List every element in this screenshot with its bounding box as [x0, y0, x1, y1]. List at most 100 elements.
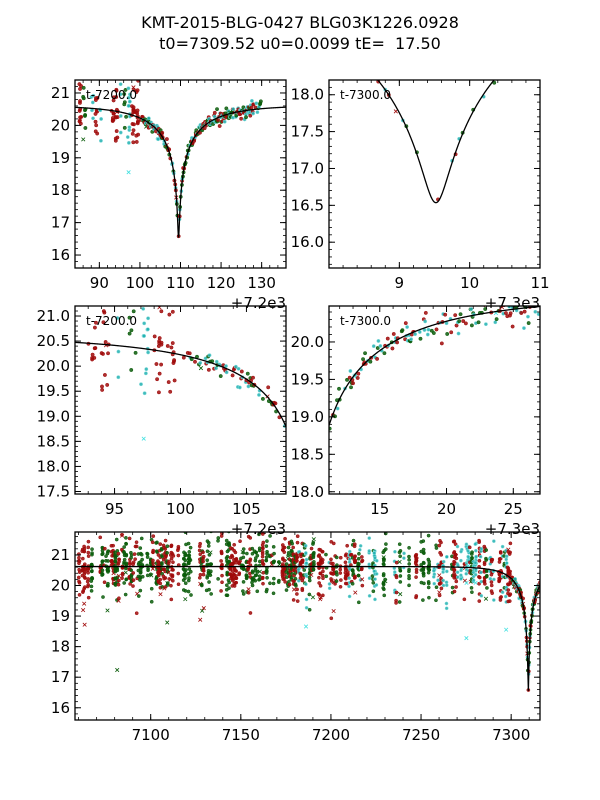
data-point-kmtc: [507, 552, 512, 556]
data-point-kmta: [115, 316, 120, 320]
y-tick-label: 17: [51, 668, 70, 686]
data-point-kmts: [129, 550, 133, 555]
rejected-point: [158, 592, 163, 597]
data-point-kmta: [479, 593, 484, 598]
data-point-kmtc: [220, 573, 224, 578]
data-point-kmtc: [234, 576, 238, 580]
data-point-kmts: [145, 555, 150, 559]
data-point-kmtc: [111, 98, 116, 103]
data-point-kmtc: [172, 378, 177, 383]
data-point-kmtc: [273, 401, 278, 406]
data-point-kmtc: [291, 598, 296, 602]
data-point-kmts: [271, 591, 276, 596]
data-point-kmts: [382, 593, 387, 598]
data-point-kmts: [426, 567, 431, 572]
data-point-kmtc: [102, 580, 107, 585]
data-point-kmts: [101, 595, 105, 599]
data-point-kmta: [327, 586, 332, 591]
data-point-kmts: [271, 544, 276, 549]
data-point-kmts: [215, 107, 219, 112]
data-point-kmtc: [331, 541, 336, 546]
rejected-point: [123, 570, 128, 575]
data-point-kmtc: [454, 323, 459, 328]
data-point-kmta: [500, 544, 505, 549]
data-point-kmta: [456, 331, 461, 336]
data-point-kmta: [304, 561, 309, 565]
data-point-kmta: [142, 391, 147, 396]
data-point-kmtc: [170, 309, 175, 314]
data-point-kmtc: [233, 550, 238, 555]
rejected-point: [82, 601, 87, 606]
data-point-kmta: [203, 356, 208, 361]
y-tick-label: 16: [51, 246, 70, 264]
data-point-kmtc: [403, 321, 408, 326]
data-point-kmta: [348, 369, 353, 373]
data-point-kmtc: [300, 588, 305, 593]
data-point-kmtc: [170, 552, 175, 556]
data-point-kmtc: [77, 581, 82, 585]
data-point-kmts: [400, 328, 405, 333]
data-point-kmts: [106, 559, 110, 563]
data-point-kmtc: [508, 311, 513, 316]
data-point-kmta: [304, 557, 309, 562]
data-point-kmts: [89, 569, 94, 574]
model-curve: [75, 341, 286, 428]
y-tick-label: 19: [51, 607, 70, 625]
data-point-kmta: [367, 594, 372, 598]
data-point-kmta: [500, 590, 505, 595]
data-point-kmts: [271, 581, 276, 586]
data-point-kmts: [124, 577, 129, 582]
data-point-kmts: [469, 552, 474, 556]
data-point-kmts: [434, 585, 439, 590]
data-point-kmtc: [482, 560, 487, 565]
rejected-point: [81, 608, 86, 613]
rejected-point: [309, 572, 314, 578]
data-point-kmta: [304, 582, 308, 587]
data-point-kmts: [284, 588, 289, 592]
data-point-kmtc: [497, 560, 502, 564]
data-point-kmta: [432, 581, 437, 586]
data-point-kmtc: [82, 572, 87, 576]
data-point-kmts: [311, 555, 316, 560]
data-point-kmta: [372, 551, 377, 555]
data-point-kmtc: [95, 131, 100, 136]
data-point-kmts: [363, 351, 368, 356]
data-point-kmtc: [345, 543, 350, 548]
data-point-kmta: [473, 542, 478, 547]
data-point-kmtc: [77, 555, 81, 560]
y-tick-label: 17.0: [291, 159, 324, 177]
data-point-kmta: [358, 578, 363, 582]
y-tick-label: 17.5: [291, 123, 324, 141]
data-point-kmts: [244, 573, 249, 577]
data-point-kmta: [473, 561, 478, 565]
data-point-kmtc: [413, 561, 418, 566]
x-tick-label: 95: [105, 500, 124, 518]
data-point-kmts: [122, 92, 127, 96]
data-point-kmtc: [197, 544, 202, 549]
data-point-kmtc: [131, 140, 136, 145]
data-point-kmtc: [477, 558, 482, 563]
data-point-kmts: [526, 321, 531, 326]
data-point-kmta: [98, 138, 103, 143]
data-point-kmtc: [248, 559, 252, 563]
data-point-kmts: [127, 315, 132, 320]
data-point-kmtc: [169, 597, 174, 602]
x-tick-label: 25: [504, 500, 523, 518]
data-point-kmtc: [508, 572, 512, 576]
data-point-kmta: [127, 125, 132, 130]
data-point-kmtc: [295, 540, 300, 545]
data-point-kmtc: [156, 390, 161, 395]
data-point-kmtc: [230, 553, 234, 558]
data-point-kmtc: [116, 551, 121, 556]
data-point-kmtc: [261, 581, 265, 586]
data-point-kmtc: [154, 362, 159, 366]
rejected-point: [257, 569, 262, 574]
data-point-kmta: [212, 114, 217, 119]
data-point-kmta: [492, 539, 496, 544]
data-point-kmts: [129, 568, 134, 573]
data-point-kmtc: [282, 558, 287, 563]
data-point-kmts: [469, 586, 474, 590]
data-point-kmts: [311, 567, 316, 572]
